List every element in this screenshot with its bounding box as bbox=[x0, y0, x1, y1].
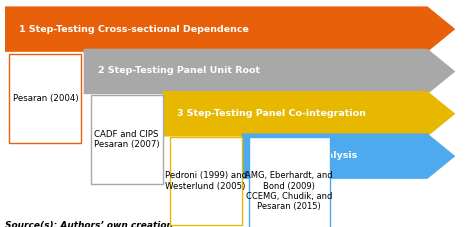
Text: CADF and CIPS
Pesaran (2007): CADF and CIPS Pesaran (2007) bbox=[94, 130, 159, 149]
FancyBboxPatch shape bbox=[248, 136, 330, 227]
Text: Pesaran (2004): Pesaran (2004) bbox=[13, 94, 78, 103]
Polygon shape bbox=[163, 91, 456, 136]
FancyBboxPatch shape bbox=[91, 95, 163, 184]
Polygon shape bbox=[242, 133, 456, 179]
Text: Pedroni (1999) and
Westerlund (2005): Pedroni (1999) and Westerlund (2005) bbox=[164, 171, 246, 191]
Text: Source(s): Authors’ own creation: Source(s): Authors’ own creation bbox=[5, 221, 173, 227]
FancyBboxPatch shape bbox=[9, 54, 82, 143]
Text: 1 Step-Testing Cross-sectional Dependence: 1 Step-Testing Cross-sectional Dependenc… bbox=[18, 25, 248, 34]
Text: 4 Step-LR Analysis: 4 Step-LR Analysis bbox=[258, 151, 357, 160]
Polygon shape bbox=[84, 49, 456, 94]
Text: AMG, Eberhardt, and
Bond (2009)
CCEMG, Chudik, and
Pesaran (2015): AMG, Eberhardt, and Bond (2009) CCEMG, C… bbox=[246, 171, 333, 211]
Text: 3 Step-Testing Panel Co-integration: 3 Step-Testing Panel Co-integration bbox=[177, 109, 365, 118]
Polygon shape bbox=[5, 6, 456, 52]
Text: 2 Step-Testing Panel Unit Root: 2 Step-Testing Panel Unit Root bbox=[98, 66, 260, 75]
FancyBboxPatch shape bbox=[170, 136, 242, 225]
